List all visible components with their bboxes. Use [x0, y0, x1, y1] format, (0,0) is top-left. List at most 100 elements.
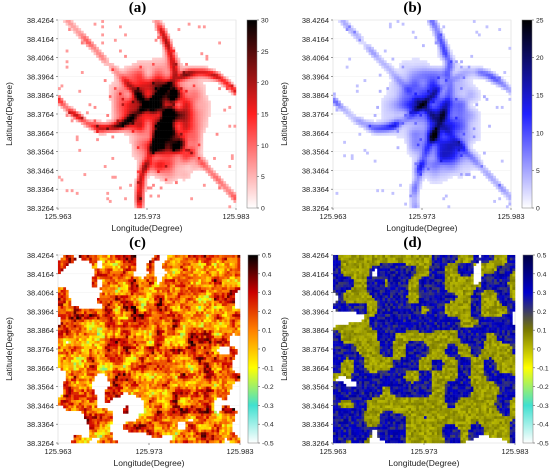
heat-cell: [215, 181, 219, 185]
heat-cell: [439, 159, 443, 163]
heat-cell: [154, 124, 158, 128]
heat-cell: [116, 76, 120, 80]
heat-cell: [498, 189, 502, 193]
heat-cell: [73, 330, 77, 334]
heat-cell: [63, 340, 67, 344]
heat-cell: [73, 434, 77, 438]
heat-cell: [164, 84, 168, 88]
heat-cell: [460, 87, 463, 91]
heat-cell: [182, 105, 186, 109]
heat-cell: [432, 68, 435, 72]
heat-cell: [200, 151, 204, 155]
heat-cell: [131, 68, 135, 72]
heat-cell: [416, 175, 420, 179]
heat-cell: [159, 114, 163, 117]
heat-cell: [164, 167, 168, 171]
heat-cell: [107, 308, 111, 312]
heat-cell: [439, 36, 443, 40]
heat-cell: [162, 100, 166, 104]
heat-cell: [187, 173, 191, 177]
heat-cell: [94, 359, 98, 363]
heat-cell: [139, 81, 143, 85]
heat-cell: [124, 108, 127, 112]
heat-cell: [427, 154, 430, 158]
heat-cell: [447, 138, 451, 142]
heat-cell: [134, 97, 138, 101]
heat-cell: [110, 327, 113, 331]
heat-cell: [422, 146, 425, 150]
heat-cell: [112, 375, 116, 379]
heat-cell: [187, 71, 191, 74]
heat-cell: [432, 140, 435, 144]
heat-cell: [107, 400, 111, 403]
heat-cell: [129, 132, 132, 136]
heat-cell: [112, 365, 116, 369]
heat-cell: [71, 308, 74, 312]
heat-cell: [391, 76, 395, 80]
heat-cell: [73, 30, 77, 34]
heat-cell: [490, 76, 494, 80]
heat-cell: [98, 124, 102, 128]
heat-cell: [113, 116, 117, 120]
heat-cell: [174, 95, 178, 99]
heat-cell: [424, 173, 428, 177]
heat-cell: [99, 343, 103, 347]
heat-cell: [65, 322, 69, 326]
heat-cell: [91, 49, 94, 53]
heat-cell: [508, 87, 512, 91]
heat-cell: [164, 103, 168, 107]
heat-cell: [91, 413, 95, 417]
heat-cell: [99, 255, 103, 258]
heat-cell: [174, 114, 178, 117]
heat-cell: [195, 122, 199, 125]
heat-cell: [465, 81, 469, 85]
heat-cell: [225, 81, 229, 85]
heat-cell: [386, 114, 390, 117]
heat-cell: [102, 421, 106, 425]
heat-cell: [200, 119, 204, 123]
heat-cell: [71, 386, 74, 390]
heat-cell: [503, 79, 507, 83]
heat-cell: [187, 175, 191, 179]
heat-cell: [185, 124, 188, 128]
heat-cell: [429, 116, 433, 120]
heat-cell: [424, 165, 428, 168]
heat-cell: [340, 103, 344, 107]
heat-cell: [124, 92, 127, 96]
heat-cell: [99, 292, 103, 296]
y-tick-label: 38.3364: [27, 420, 54, 429]
colorbar-tick-label: -0.5: [262, 441, 274, 448]
heat-cell: [460, 140, 463, 144]
heat-cell: [416, 132, 420, 136]
heat-cell: [411, 159, 415, 163]
heat-cell: [99, 370, 103, 374]
heat-cell: [112, 319, 116, 323]
heat-cell: [139, 100, 143, 104]
heat-cell: [452, 167, 456, 171]
heat-cell: [136, 114, 140, 117]
heat-cell: [472, 20, 476, 23]
heat-cell: [85, 119, 89, 123]
heat-cell: [472, 116, 476, 120]
heat-cell: [394, 105, 397, 109]
heat-cell: [110, 418, 113, 422]
heat-cell: [152, 148, 155, 152]
heat-cell: [81, 255, 85, 258]
heat-cell: [182, 95, 186, 99]
heat-cell: [424, 114, 428, 117]
heat-cell: [500, 81, 504, 85]
heat-cell: [439, 151, 443, 155]
heat-cell: [136, 95, 140, 99]
heat-cell: [452, 154, 456, 158]
heat-cell: [460, 89, 463, 93]
heat-cell: [401, 60, 405, 64]
heat-cell: [449, 170, 453, 174]
heat-cell: [121, 84, 125, 88]
heat-cell: [457, 159, 461, 163]
heat-cell: [457, 89, 461, 93]
heat-cell: [104, 287, 108, 291]
heat-cell: [136, 138, 140, 142]
heat-cell: [115, 284, 119, 288]
heat-cell: [505, 205, 509, 209]
heat-cell: [84, 381, 87, 385]
